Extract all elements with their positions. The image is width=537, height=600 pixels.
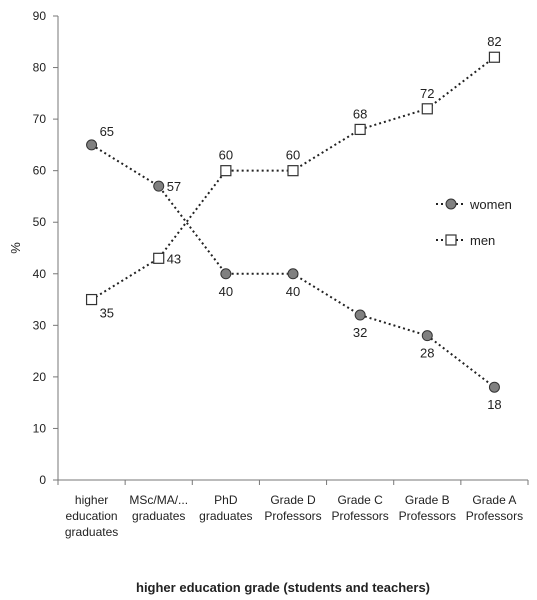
series-women: 65 57 40 40 32 28 18 bbox=[86, 124, 502, 412]
data-point-women bbox=[153, 180, 165, 192]
data-label-men: 60 bbox=[286, 148, 300, 163]
series-layer: 65 57 40 40 32 28 18 35 43 60 60 68 72 82 bbox=[85, 34, 502, 412]
data-point-men bbox=[85, 293, 98, 306]
data-point-men bbox=[421, 103, 433, 115]
data-label-women: 32 bbox=[353, 325, 367, 340]
data-point-men bbox=[488, 51, 501, 63]
y-tick-label: 80 bbox=[33, 61, 47, 75]
x-tick-label: MSc/MA/... graduates bbox=[129, 493, 188, 523]
y-tick-label: 30 bbox=[33, 318, 47, 332]
x-axis: higher education graduates MSc/MA/... gradua… bbox=[57, 479, 529, 539]
data-point-men bbox=[153, 252, 165, 264]
x-tick-label: Grade C Professors bbox=[331, 493, 388, 523]
data-label-men: 68 bbox=[353, 106, 367, 121]
data-label-women: 65 bbox=[100, 124, 114, 139]
y-tick-label: 10 bbox=[33, 421, 47, 435]
data-point-women bbox=[287, 268, 299, 280]
y-tick-label: 20 bbox=[33, 370, 47, 384]
y-tick-label: 70 bbox=[33, 112, 47, 126]
data-point-men bbox=[220, 165, 232, 177]
data-point-men bbox=[287, 165, 299, 177]
legend-label: women bbox=[469, 197, 512, 212]
data-label-women: 57 bbox=[167, 179, 181, 194]
data-label-men: 72 bbox=[420, 86, 434, 101]
y-tick-label: 40 bbox=[33, 267, 47, 281]
x-tick-label: PhD graduates bbox=[199, 493, 252, 523]
data-point-women bbox=[354, 309, 366, 321]
data-label-men: 43 bbox=[167, 251, 181, 266]
legend-label: men bbox=[470, 233, 495, 248]
x-tick-label: Grade A Professors bbox=[466, 493, 523, 523]
x-tick-label: higher education graduates bbox=[65, 493, 118, 539]
data-point-women bbox=[220, 268, 232, 280]
legend-item-women: women bbox=[436, 197, 512, 212]
y-tick-label: 90 bbox=[33, 9, 47, 23]
y-axis: 0 10 20 30 40 50 60 70 80 90 bbox=[33, 9, 59, 487]
data-label-men: 35 bbox=[100, 306, 114, 321]
data-label-women: 18 bbox=[487, 397, 501, 412]
x-tick-label: Grade B Professors bbox=[399, 493, 456, 523]
legend-marker-men bbox=[445, 234, 457, 246]
legend-marker-women bbox=[445, 198, 457, 210]
data-point-men bbox=[354, 123, 366, 136]
y-axis-label: % bbox=[8, 242, 23, 254]
x-axis-label: higher education grade (students and tea… bbox=[136, 580, 430, 595]
data-point-women bbox=[86, 139, 98, 151]
y-tick-label: 60 bbox=[33, 164, 47, 178]
legend-item-men: men bbox=[436, 233, 495, 248]
data-label-women: 28 bbox=[420, 346, 434, 361]
y-tick-label: 0 bbox=[39, 473, 46, 487]
x-tick-label: Grade D Professors bbox=[264, 493, 321, 523]
data-point-women bbox=[488, 381, 500, 393]
data-label-women: 40 bbox=[286, 284, 300, 299]
legend: women men bbox=[436, 197, 512, 248]
series-men: 35 43 60 60 68 72 82 bbox=[85, 34, 502, 321]
data-label-men: 60 bbox=[219, 148, 233, 163]
data-point-women bbox=[421, 330, 433, 342]
data-label-women: 40 bbox=[219, 284, 233, 299]
y-tick-label: 50 bbox=[33, 215, 47, 229]
data-label-men: 82 bbox=[487, 34, 501, 49]
